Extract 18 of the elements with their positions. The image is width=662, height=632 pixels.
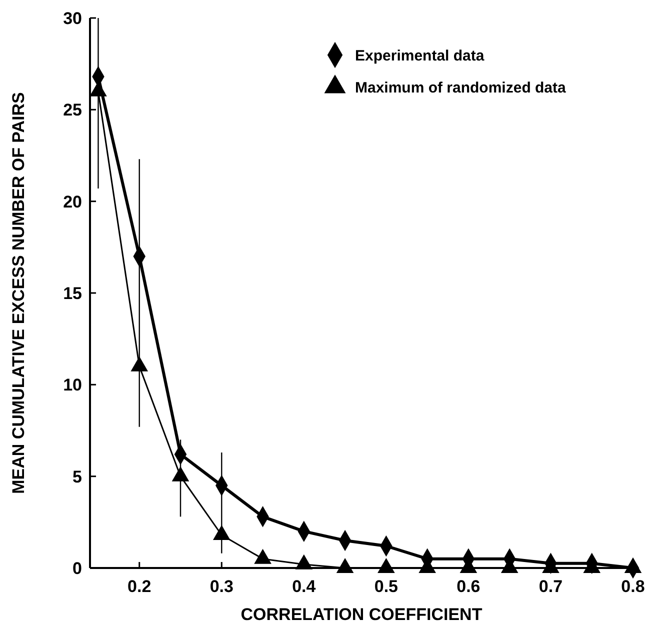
legend-label: Maximum of randomized data xyxy=(355,79,567,96)
legend-label: Experimental data xyxy=(355,47,485,64)
y-tick-label: 25 xyxy=(63,100,82,120)
x-axis-title: CORRELATION COEFFICIENT xyxy=(240,605,483,624)
y-tick-label: 20 xyxy=(63,192,82,212)
x-tick-label: 0.7 xyxy=(538,577,563,596)
y-tick-label: 30 xyxy=(63,8,82,28)
x-tick-label: 0.8 xyxy=(621,577,645,596)
y-tick-label: 5 xyxy=(72,467,82,486)
y-tick-label: 0 xyxy=(72,558,82,578)
y-tick-label: 15 xyxy=(63,284,82,303)
x-tick-label: 0.2 xyxy=(128,577,152,596)
x-tick-label: 0.5 xyxy=(374,577,398,596)
x-tick-label: 0.6 xyxy=(456,577,480,596)
x-tick-label: 0.3 xyxy=(210,577,234,596)
y-tick-label: 10 xyxy=(63,376,82,395)
y-axis-title: MEAN CUMULATIVE EXCESS NUMBER OF PAIRS xyxy=(9,92,28,494)
x-tick-label: 0.4 xyxy=(292,577,316,596)
